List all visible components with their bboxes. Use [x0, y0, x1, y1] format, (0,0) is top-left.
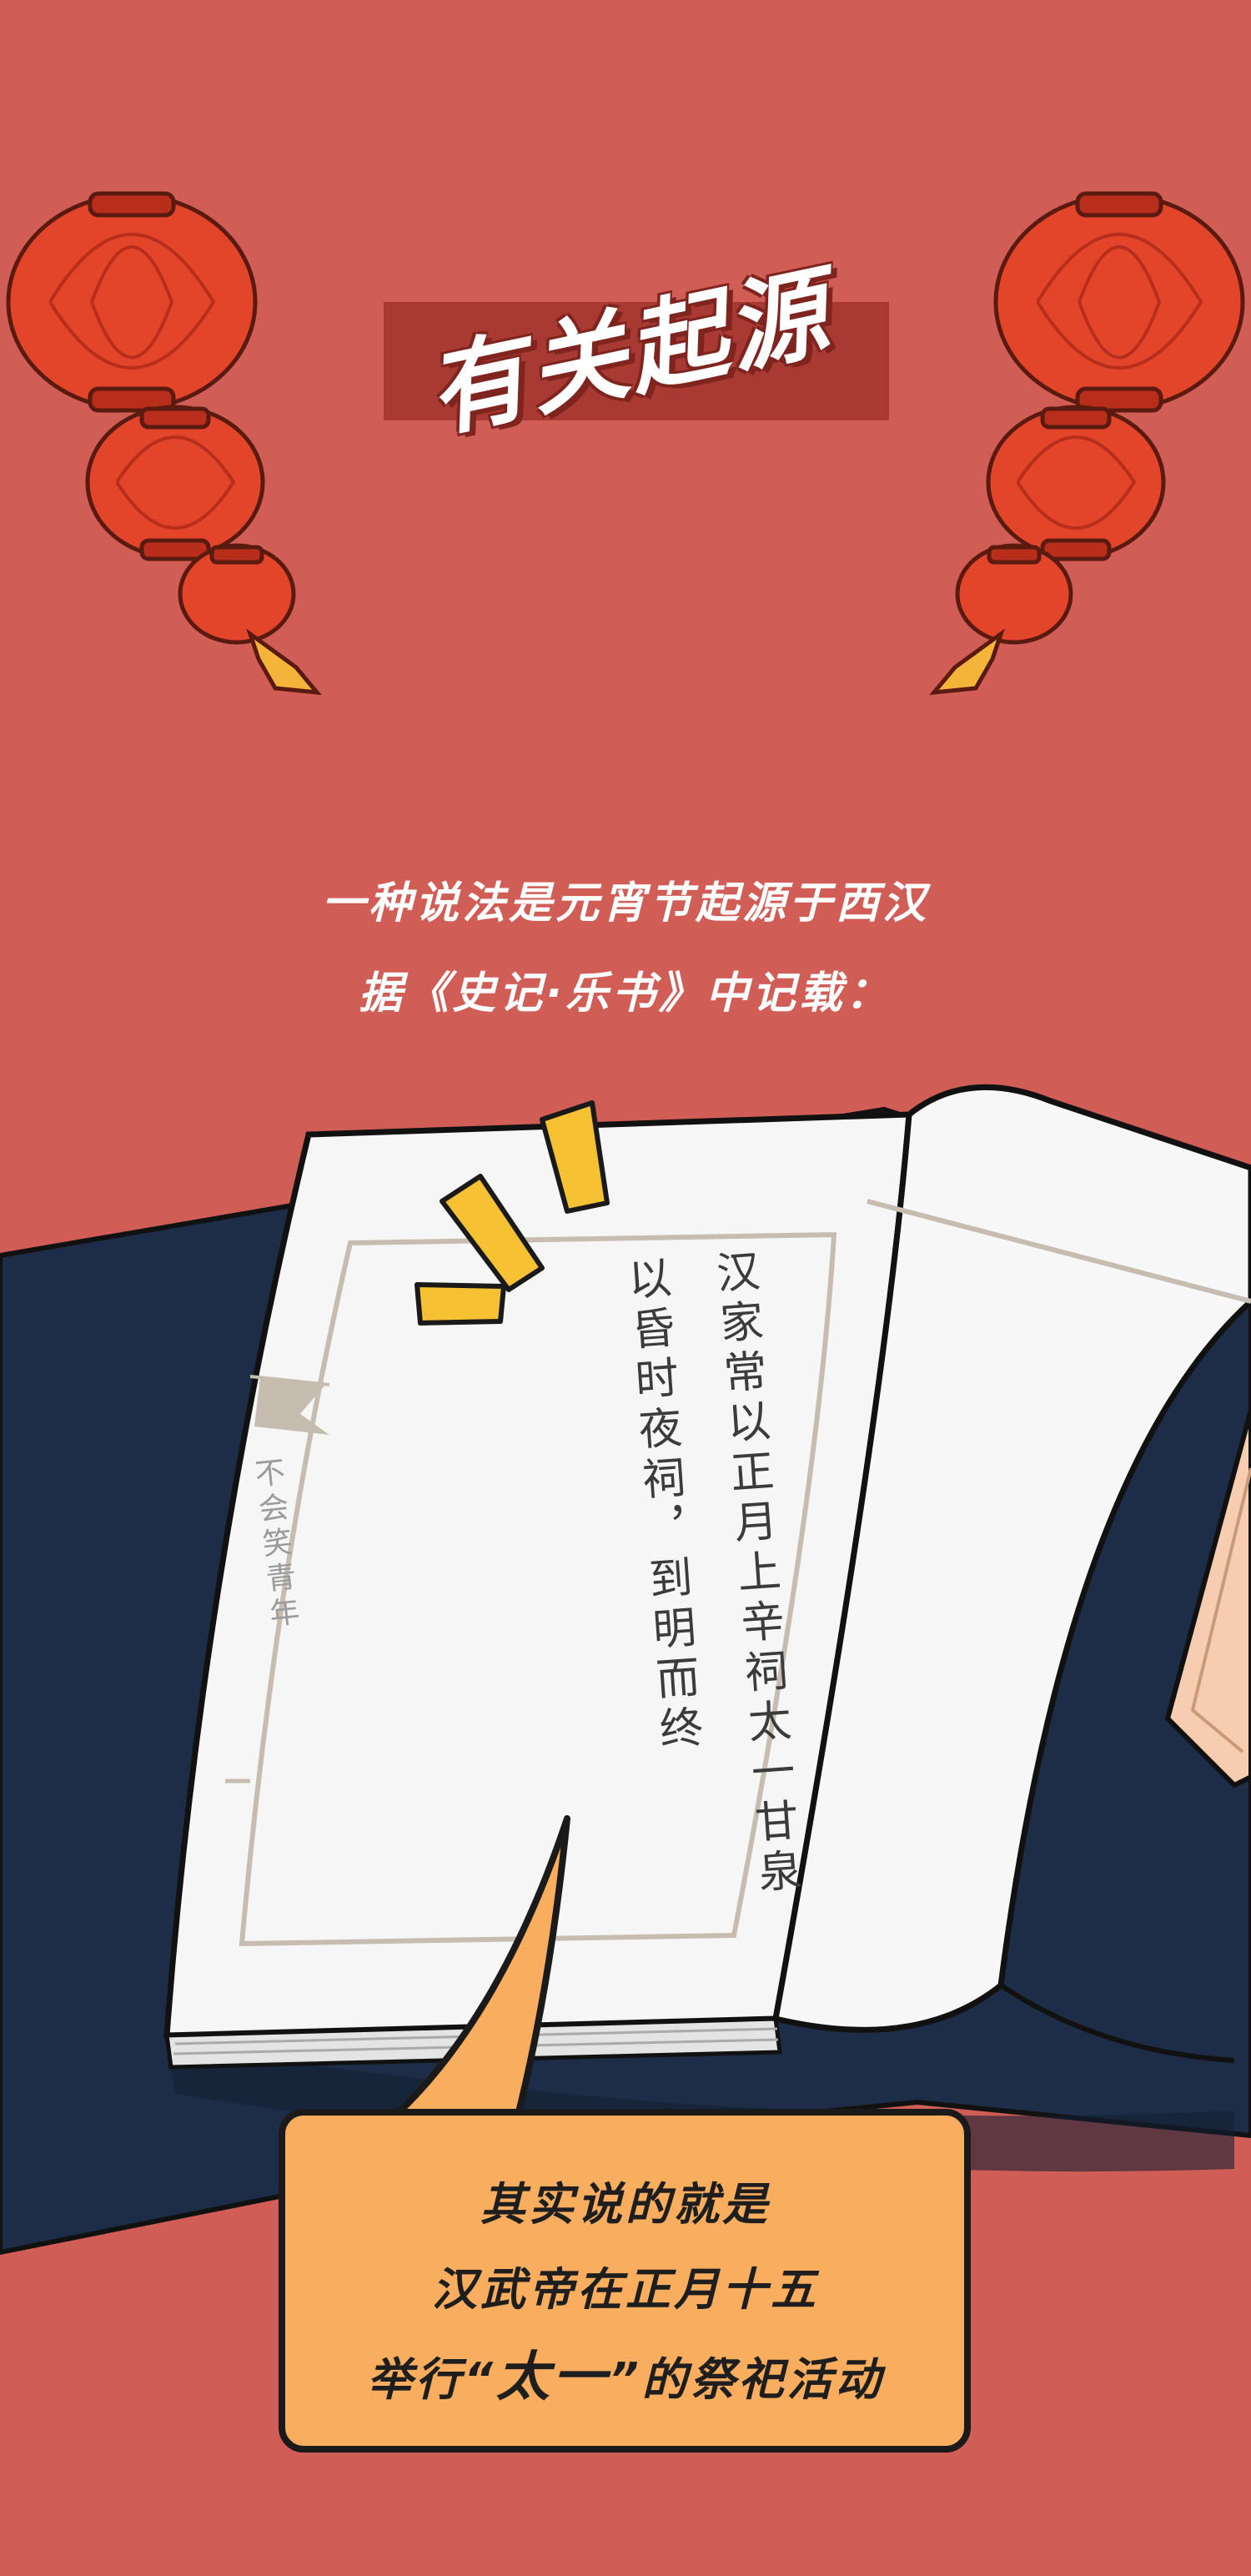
title-banner [384, 302, 889, 420]
bubble-line-1: 其实说的就是 [480, 2178, 771, 2231]
right-lanterns [929, 191, 1245, 696]
accent-marks [414, 1100, 610, 1326]
book-right-page [771, 1084, 1251, 2033]
intro-line-2: 据《史记·乐书》中记载： [359, 969, 892, 1019]
bubble-line-3-after: ”的祭祀活动 [610, 2353, 884, 2406]
intro-line-1: 一种说法是元宵节起源于西汉 [321, 878, 929, 928]
bubble-line-3-before: 举行“ [367, 2353, 496, 2406]
speech-bubble [279, 2109, 971, 2453]
bubble-emphasis: 太一 [496, 2347, 610, 2408]
left-lanterns [6, 191, 322, 696]
bubble-line-2: 汉武帝在正月十五 [432, 2263, 819, 2316]
bubble-line-3: 举行“太一”的祭祀活动 [292, 2334, 959, 2411]
